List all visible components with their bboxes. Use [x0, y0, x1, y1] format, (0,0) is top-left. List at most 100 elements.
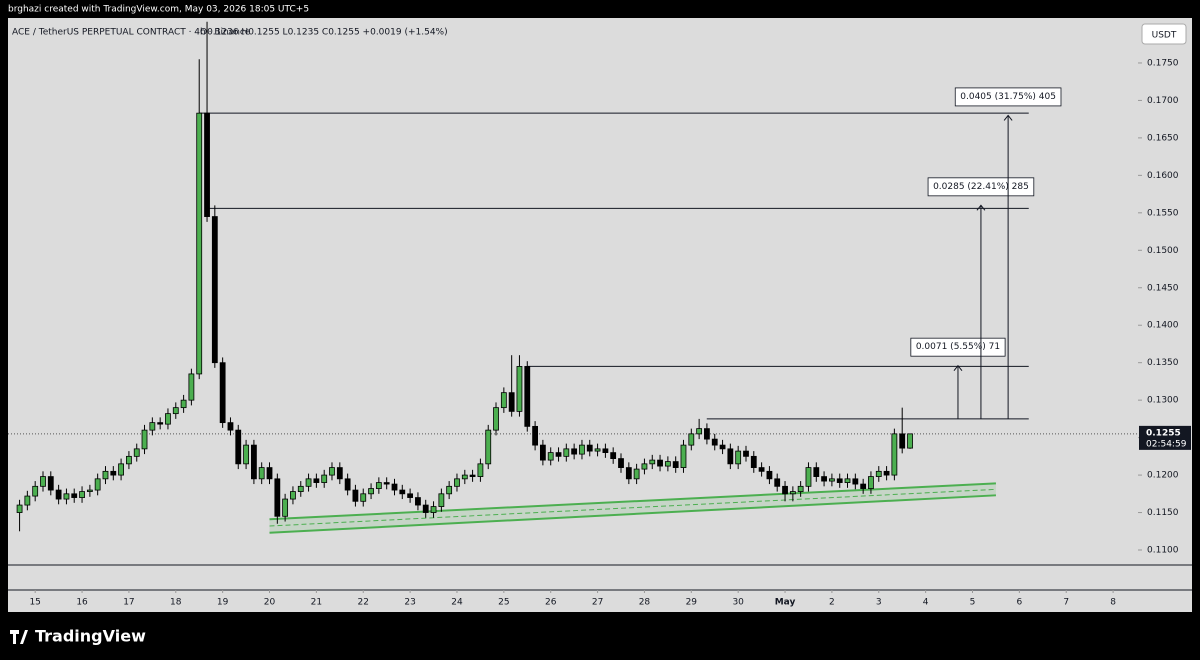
y-tick-label: 0.1100 [1147, 546, 1179, 556]
x-tick-label: 25 [498, 598, 509, 608]
candle-body [625, 467, 632, 480]
candle-body [258, 467, 265, 480]
y-tick-label: 0.1350 [1147, 358, 1179, 368]
candle-body [657, 459, 663, 467]
x-tick-label: 24 [451, 598, 463, 608]
candle-body [391, 483, 398, 491]
candle-body [571, 448, 578, 455]
candle-body [157, 422, 164, 425]
candle-body [110, 470, 117, 476]
candle-body [305, 478, 312, 487]
x-tick-label: 17 [123, 598, 134, 608]
channel-line [269, 494, 996, 534]
arrow-head [1003, 114, 1013, 121]
candle-body [446, 485, 453, 495]
candle-body [165, 413, 171, 425]
candle-body [586, 444, 593, 452]
x-tick-label: 19 [217, 598, 229, 608]
candle-body [547, 452, 554, 461]
candle-body [360, 493, 367, 502]
candle-body [204, 112, 210, 217]
measure-box [910, 337, 1006, 357]
candle-body [415, 497, 421, 506]
x-tick-label: 16 [76, 598, 88, 608]
candle-body [485, 429, 492, 465]
candle-body [196, 112, 203, 375]
x-tick-label: 7 [1063, 598, 1069, 608]
candle-body [907, 433, 913, 449]
candle-body [422, 504, 429, 513]
candle-body [610, 452, 617, 459]
x-tick-label: 21 [311, 598, 322, 608]
chart-title: ACE / TetherUS PERPETUAL CONTRACT · 4h ·… [12, 28, 251, 38]
candle-body [438, 493, 445, 507]
currency-button[interactable] [1141, 23, 1187, 45]
y-tick-label: 0.1400 [1147, 321, 1179, 331]
y-tick-label: 0.1650 [1147, 133, 1179, 143]
candle-body [664, 461, 671, 467]
x-tick-label: 15 [29, 598, 40, 608]
measure-label: 0.0405 (31.75%) 405 [960, 92, 1056, 102]
candle-body [79, 491, 85, 498]
candle-body [750, 455, 757, 468]
x-tick-label: May [775, 598, 796, 608]
candle-body [94, 478, 101, 491]
x-tick-label: 26 [545, 598, 557, 608]
x-tick-label: 8 [1110, 598, 1116, 608]
candle-body [860, 483, 867, 489]
y-tick-label: 0.1200 [1147, 471, 1179, 481]
y-tick-label: 0.1450 [1147, 283, 1179, 293]
candle-body [696, 428, 703, 435]
candle-body [243, 444, 249, 465]
arrow-head [976, 204, 986, 211]
candle-body [102, 470, 109, 480]
candle-body [868, 476, 874, 489]
candle-body [399, 489, 406, 495]
candle-body [524, 366, 531, 427]
x-tick-label: 29 [686, 598, 698, 608]
candle-body [133, 448, 140, 457]
measure-label: 0.0071 (5.55%) 71 [916, 342, 1000, 352]
logo-text: TradingView [35, 627, 146, 646]
x-tick-label: 22 [358, 598, 369, 608]
candle-body [63, 493, 70, 500]
candle-body [704, 428, 710, 440]
candle-body [40, 476, 46, 487]
measure-box [927, 177, 1035, 197]
candle-body [852, 478, 859, 485]
candle-body [321, 474, 328, 483]
candle-body [211, 216, 218, 364]
y-tick-label: 0.1150 [1147, 508, 1179, 518]
candle-body [469, 474, 476, 477]
y-tick-label: 0.1550 [1147, 208, 1179, 218]
candle-body [375, 482, 382, 489]
candle-body [594, 448, 601, 452]
candle-body [563, 448, 570, 457]
candle-body [344, 478, 351, 491]
candle-body [789, 491, 796, 495]
currency[interactable]: USDT [1152, 31, 1177, 41]
attribution: brghazi created with TradingView.com, Ma… [8, 5, 309, 15]
candle-body [55, 489, 62, 500]
candle-body [251, 444, 257, 480]
candle-body [461, 474, 468, 480]
candle-body [782, 485, 788, 495]
y-tick-label: 0.1500 [1147, 246, 1179, 256]
y-tick-label: 0.1700 [1147, 96, 1179, 106]
candle-body [688, 433, 695, 446]
candle-body [47, 476, 54, 491]
y-tick-label: 0.1750 [1147, 58, 1179, 68]
candle-body [227, 422, 234, 431]
candle-body [766, 470, 773, 480]
candle-body [383, 482, 390, 485]
candle-body [797, 485, 804, 492]
candle-body [672, 461, 679, 468]
candle-body [711, 438, 718, 446]
arrow-head [953, 364, 963, 371]
x-tick-label: 20 [264, 598, 276, 608]
price-label: 0.1255 [1146, 428, 1181, 438]
candle-body [219, 362, 226, 424]
x-tick-label: 5 [970, 598, 976, 608]
candle-body [821, 476, 827, 482]
